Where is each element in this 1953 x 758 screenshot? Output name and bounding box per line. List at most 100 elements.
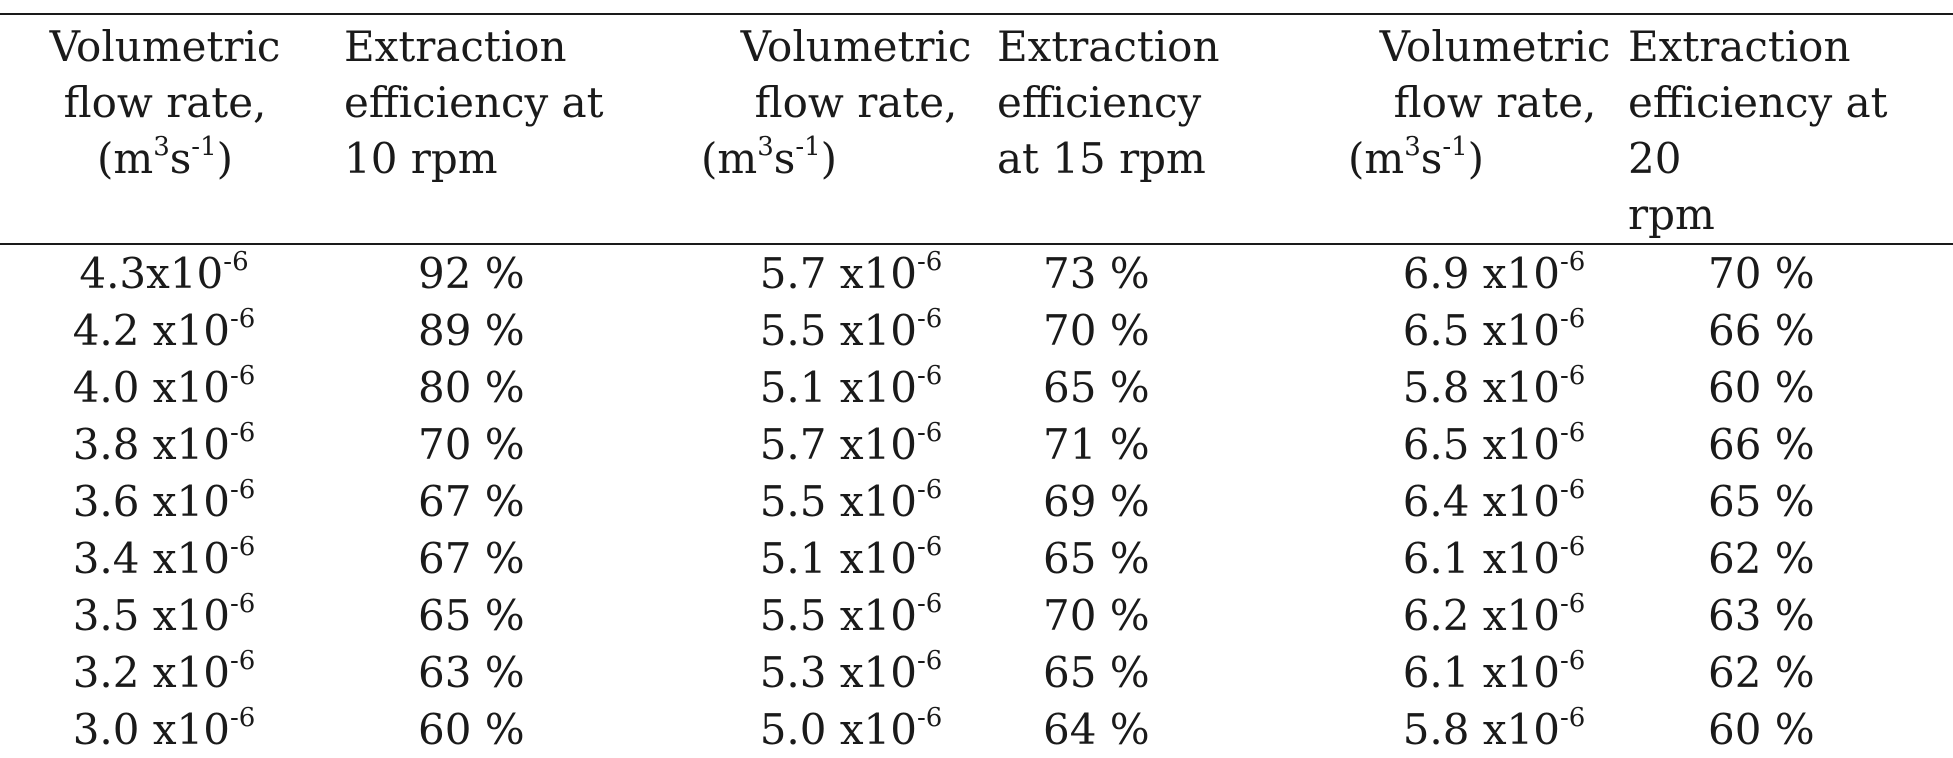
efficiency-15rpm-cell: 65 % xyxy=(981,359,1332,416)
header-units: (m3s-1) xyxy=(96,132,234,183)
efficiency-10rpm-cell: 89 % xyxy=(320,302,685,359)
flow-rate-value: 5.8 x10 xyxy=(1402,363,1560,412)
flow-rate-value: 5.3 x10 xyxy=(759,648,917,697)
efficiency-10rpm-cell: 63 % xyxy=(320,644,685,701)
flow-rate-10rpm-cell: 3.5 x10-6 xyxy=(0,587,320,644)
flow-rate-value: 3.5 x10 xyxy=(72,591,230,640)
flow-rate-20rpm-cell: 6.5 x10-6 xyxy=(1332,416,1612,473)
exponent: -6 xyxy=(1559,532,1586,562)
header-line: at 15 rpm xyxy=(997,134,1206,183)
flow-rate-value: 3.8 x10 xyxy=(72,420,230,469)
header-line: Volumetric xyxy=(1379,22,1611,71)
table-header: Volumetric flow rate, (m3s-1) Extraction… xyxy=(0,14,1953,244)
table-row: 3.0 x10-6 60 % 5.0 x10-6 64 % 5.8 x10-6 60 % xyxy=(0,701,1953,758)
exponent: -6 xyxy=(1559,589,1586,619)
header-efficiency-10rpm: Extraction efficiency at 10 rpm xyxy=(320,14,685,244)
efficiency-value: 62 % xyxy=(1708,534,1815,583)
flow-rate-15rpm-cell: 5.1 x10-6 xyxy=(685,530,981,587)
flow-rate-10rpm-cell: 4.3x10-6 xyxy=(0,244,320,302)
exponent: -6 xyxy=(229,304,256,334)
table-row: 4.0 x10-6 80 % 5.1 x10-6 65 % 5.8 x10-6 60 % xyxy=(0,359,1953,416)
header-line: efficiency xyxy=(997,78,1202,127)
exponent: -6 xyxy=(1559,361,1586,391)
header-line: flow rate, xyxy=(63,78,267,127)
exponent: -6 xyxy=(229,418,256,448)
efficiency-value: 65 % xyxy=(1043,363,1150,412)
flow-rate-10rpm-cell: 3.8 x10-6 xyxy=(0,416,320,473)
efficiency-10rpm-cell: 65 % xyxy=(320,587,685,644)
header-line: rpm xyxy=(1628,190,1715,239)
efficiency-20rpm-cell: 62 % xyxy=(1612,530,1953,587)
efficiency-15rpm-cell: 70 % xyxy=(981,587,1332,644)
flow-rate-value: 5.8 x10 xyxy=(1402,705,1560,754)
exponent: -6 xyxy=(1559,418,1586,448)
header-line: Volumetric xyxy=(49,22,281,71)
efficiency-value: 69 % xyxy=(1043,477,1150,526)
flow-rate-value: 6.5 x10 xyxy=(1402,306,1560,355)
table-row: 3.5 x10-6 65 % 5.5 x10-6 70 % 6.2 x10-6 63 % xyxy=(0,587,1953,644)
flow-rate-20rpm-cell: 6.4 x10-6 xyxy=(1332,473,1612,530)
exponent: -6 xyxy=(229,532,256,562)
table-body: 4.3x10-6 92 % 5.7 x10-6 73 % 6.9 x10-6 70 % 4.… xyxy=(0,244,1953,758)
exponent: -6 xyxy=(916,361,943,391)
flow-rate-15rpm-cell: 5.5 x10-6 xyxy=(685,302,981,359)
table-row: 3.8 x10-6 70 % 5.7 x10-6 71 % 6.5 x10-6 66 % xyxy=(0,416,1953,473)
unit-exponent: 3 xyxy=(757,132,774,162)
header-line: efficiency at 20 xyxy=(1628,78,1888,183)
efficiency-15rpm-cell: 69 % xyxy=(981,473,1332,530)
efficiency-10rpm-cell: 60 % xyxy=(320,701,685,758)
flow-rate-15rpm-cell: 5.5 x10-6 xyxy=(685,587,981,644)
efficiency-value: 92 % xyxy=(418,249,525,298)
flow-rate-15rpm-cell: 5.7 x10-6 xyxy=(685,244,981,302)
flow-rate-10rpm-cell: 4.2 x10-6 xyxy=(0,302,320,359)
efficiency-value: 65 % xyxy=(1043,534,1150,583)
unit-base: m xyxy=(1364,134,1405,183)
exponent: -6 xyxy=(223,247,249,277)
table-row: 3.4 x10-6 67 % 5.1 x10-6 65 % 6.1 x10-6 62 % xyxy=(0,530,1953,587)
flow-rate-value: 4.2 x10 xyxy=(72,306,230,355)
flow-rate-20rpm-cell: 5.8 x10-6 xyxy=(1332,701,1612,758)
efficiency-20rpm-cell: 60 % xyxy=(1612,359,1953,416)
header-units: (m3s-1) xyxy=(1348,132,1485,183)
header-units: (m3s-1) xyxy=(701,132,838,183)
efficiency-15rpm-cell: 73 % xyxy=(981,244,1332,302)
efficiency-value: 65 % xyxy=(418,591,525,640)
extraction-efficiency-table: Volumetric flow rate, (m3s-1) Extraction… xyxy=(0,13,1953,758)
exponent: -6 xyxy=(229,646,256,676)
efficiency-20rpm-cell: 63 % xyxy=(1612,587,1953,644)
exponent: -6 xyxy=(916,589,943,619)
efficiency-20rpm-cell: 62 % xyxy=(1612,644,1953,701)
flow-rate-value: 6.1 x10 xyxy=(1402,534,1560,583)
efficiency-value: 70 % xyxy=(1043,306,1150,355)
unit-mid: s xyxy=(169,134,192,183)
flow-rate-10rpm-cell: 3.4 x10-6 xyxy=(0,530,320,587)
efficiency-value: 80 % xyxy=(418,363,525,412)
efficiency-10rpm-cell: 67 % xyxy=(320,530,685,587)
unit-exponent: -1 xyxy=(191,132,217,162)
flow-rate-15rpm-cell: 5.1 x10-6 xyxy=(685,359,981,416)
efficiency-value: 70 % xyxy=(1708,249,1815,298)
efficiency-value: 73 % xyxy=(1043,249,1150,298)
flow-rate-value: 6.1 x10 xyxy=(1402,648,1560,697)
flow-rate-value: 5.1 x10 xyxy=(759,363,917,412)
header-efficiency-20rpm: Extraction efficiency at 20 rpm xyxy=(1612,14,1953,244)
header-efficiency-15rpm: Extraction efficiency at 15 rpm xyxy=(981,14,1332,244)
flow-rate-15rpm-cell: 5.7 x10-6 xyxy=(685,416,981,473)
header-flow-rate-10rpm: Volumetric flow rate, (m3s-1) xyxy=(0,14,320,244)
efficiency-20rpm-cell: 66 % xyxy=(1612,302,1953,359)
efficiency-value: 66 % xyxy=(1708,420,1815,469)
header-row: Volumetric flow rate, (m3s-1) Extraction… xyxy=(0,14,1953,244)
efficiency-20rpm-cell: 65 % xyxy=(1612,473,1953,530)
exponent: -6 xyxy=(1559,703,1586,733)
efficiency-value: 66 % xyxy=(1708,306,1815,355)
efficiency-value: 65 % xyxy=(1043,648,1150,697)
header-line: Extraction xyxy=(344,22,567,71)
flow-rate-value: 4.0 x10 xyxy=(72,363,230,412)
unit-exponent: -1 xyxy=(1442,132,1468,162)
exponent: -6 xyxy=(916,532,943,562)
efficiency-value: 65 % xyxy=(1708,477,1815,526)
exponent: -6 xyxy=(916,703,943,733)
efficiency-10rpm-cell: 70 % xyxy=(320,416,685,473)
efficiency-15rpm-cell: 65 % xyxy=(981,530,1332,587)
unit-mid: s xyxy=(773,134,796,183)
